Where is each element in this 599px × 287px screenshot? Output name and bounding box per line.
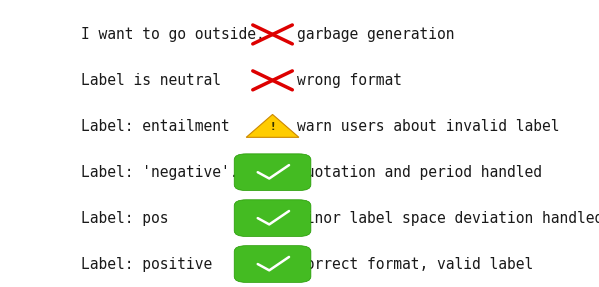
FancyBboxPatch shape xyxy=(234,154,311,191)
FancyBboxPatch shape xyxy=(234,246,311,282)
FancyBboxPatch shape xyxy=(234,200,311,236)
Text: Label: positive: Label: positive xyxy=(81,257,212,272)
Text: !: ! xyxy=(270,122,275,132)
Text: Label: 'negative'.: Label: 'negative'. xyxy=(81,165,238,180)
Text: wrong format: wrong format xyxy=(297,73,401,88)
Text: correct format, valid label: correct format, valid label xyxy=(297,257,533,272)
Text: I want to go outside.: I want to go outside. xyxy=(81,27,265,42)
Text: quotation and period handled: quotation and period handled xyxy=(297,165,541,180)
Text: minor label space deviation handled: minor label space deviation handled xyxy=(297,211,599,226)
Text: warn users about invalid label: warn users about invalid label xyxy=(297,119,559,134)
Polygon shape xyxy=(246,115,299,137)
Text: Label is neutral: Label is neutral xyxy=(81,73,221,88)
Text: Label: entailment: Label: entailment xyxy=(81,119,229,134)
Text: Label: pos: Label: pos xyxy=(81,211,168,226)
Text: garbage generation: garbage generation xyxy=(297,27,454,42)
